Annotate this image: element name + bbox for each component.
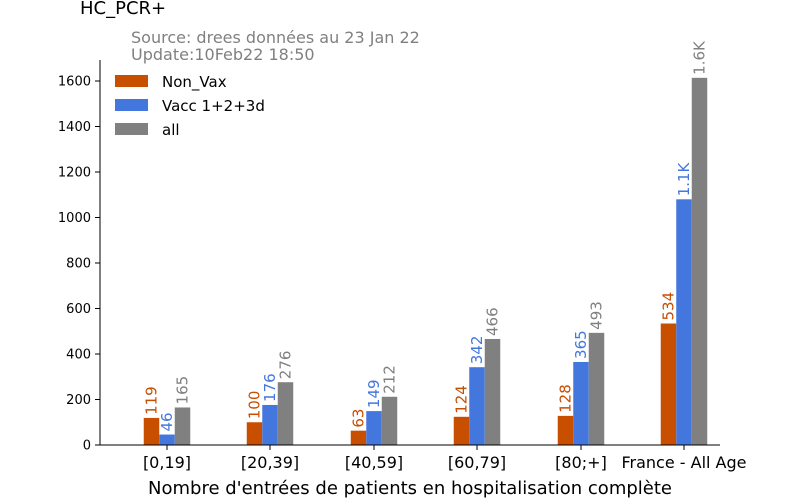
- bars-group: [143, 77, 708, 445]
- bar-all-2: [381, 396, 398, 445]
- legend-label: Non_Vax: [162, 73, 227, 92]
- x-tick-label: France - All Age: [621, 453, 746, 472]
- data-label: 124: [453, 385, 471, 414]
- bar-all-0: [174, 407, 191, 445]
- data-label: 276: [277, 351, 295, 380]
- chart-subtitle-source: Source: drees données au 23 Jan 22: [131, 28, 420, 47]
- chart-subtitle-update: Update:10Feb22 18:50: [131, 45, 315, 64]
- y-tick-label: 1200: [58, 166, 91, 181]
- bar-all-3: [484, 338, 501, 445]
- bar-all-5: [691, 77, 708, 445]
- data-label: 466: [484, 307, 502, 336]
- x-tick-label: [40,59]: [345, 453, 403, 472]
- x-tick-label: [60,79]: [448, 453, 506, 472]
- data-label: 1.1K: [675, 161, 693, 196]
- data-label: 119: [143, 386, 161, 415]
- legend-swatch: [115, 75, 148, 87]
- x-tick-label: [0,19]: [143, 453, 191, 472]
- data-label: 63: [350, 409, 368, 428]
- x-tick-label: [80;+]: [555, 453, 607, 472]
- bar-all-4: [588, 332, 605, 445]
- bar-non-vax-5: [660, 323, 677, 445]
- bar-vacc-1-2-3d-3: [469, 367, 485, 445]
- y-tick-label: 1000: [58, 211, 91, 226]
- data-label: 365: [572, 330, 590, 359]
- data-label: 342: [468, 336, 486, 365]
- y-tick-label: 1400: [58, 120, 91, 135]
- bar-non-vax-4: [557, 415, 574, 445]
- legend-swatch: [115, 99, 148, 111]
- legend-label: Vacc 1+2+3d: [162, 97, 265, 115]
- bar-vacc-1-2-3d-5: [676, 199, 692, 445]
- y-tick-label: 800: [66, 257, 91, 272]
- data-label: 176: [261, 373, 279, 402]
- legend: Non_Vax Vacc 1+2+3d all: [115, 73, 265, 139]
- bar-non-vax-3: [453, 416, 470, 445]
- data-label: 149: [365, 379, 383, 408]
- y-tick-label: 200: [66, 393, 91, 408]
- data-label: 493: [588, 301, 606, 330]
- data-label: 534: [660, 292, 678, 321]
- chart-title: HC_PCR+: [80, 0, 166, 19]
- bar-non-vax-2: [350, 430, 367, 445]
- data-label: 100: [246, 391, 264, 420]
- bar-vacc-1-2-3d-4: [573, 361, 589, 445]
- y-tick-label: 0: [83, 439, 91, 454]
- x-axis-label: Nombre d'entrées de patients en hospital…: [148, 478, 672, 499]
- y-tick-label: 600: [66, 302, 91, 317]
- bar-vacc-1-2-3d-2: [366, 411, 382, 445]
- y-tick-label: 400: [66, 348, 91, 363]
- data-label: 128: [557, 384, 575, 413]
- data-label: 46: [158, 412, 176, 431]
- data-label: 1.6K: [691, 40, 709, 75]
- x-axis-ticks: [0,19] [20,39] [40,59] [60,79] [80;+] France …: [143, 445, 747, 472]
- legend-label: all: [162, 121, 180, 139]
- bar-vacc-1-2-3d-1: [262, 404, 278, 445]
- bar-non-vax-1: [246, 422, 263, 445]
- bar-all-1: [277, 382, 294, 445]
- y-tick-label: 1600: [58, 75, 91, 90]
- data-label: 165: [174, 376, 192, 405]
- bar-vacc-1-2-3d-0: [159, 434, 175, 445]
- bar-non-vax-0: [143, 417, 160, 445]
- y-axis-ticks: 0 200 400 600 800 1000 1200 1400 1600: [58, 75, 100, 454]
- x-tick-label: [20,39]: [241, 453, 299, 472]
- legend-swatch: [115, 123, 148, 135]
- data-label: 212: [381, 365, 399, 394]
